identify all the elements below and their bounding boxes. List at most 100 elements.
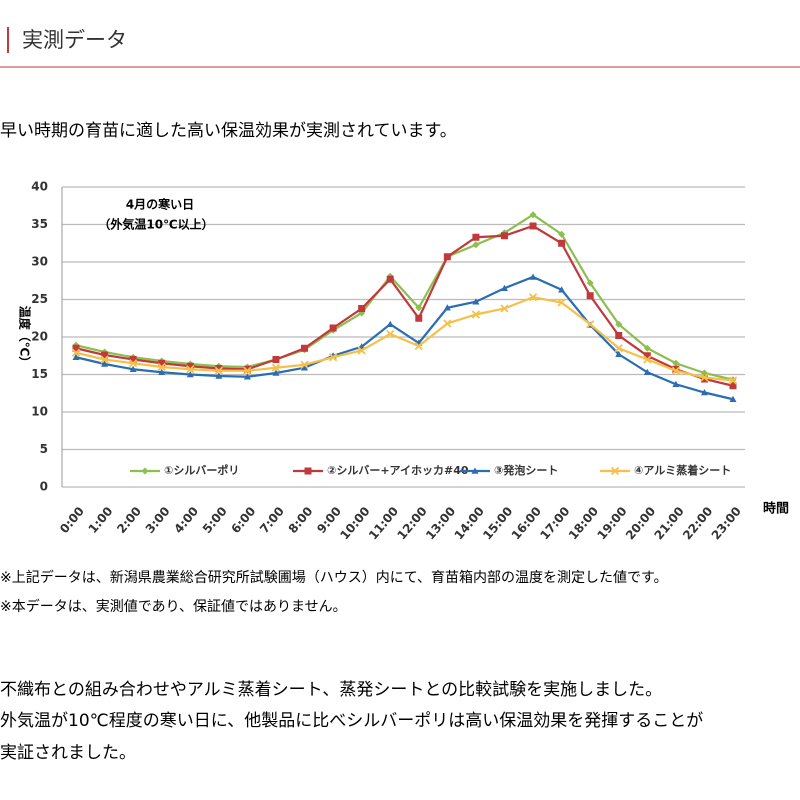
marker	[358, 305, 366, 312]
y-tick-label: 40	[31, 180, 48, 194]
marker	[101, 351, 109, 359]
marker	[672, 380, 680, 388]
marker	[386, 275, 394, 283]
marker	[643, 368, 651, 376]
x-tick-label: 12:00	[394, 504, 429, 542]
marker	[671, 366, 681, 375]
y-tick-label: 35	[31, 217, 48, 231]
marker	[615, 320, 623, 328]
note: ※本データは、実測値であり、保証値ではありません。	[0, 598, 347, 615]
legend-label: ④アルミ蒸着シート	[634, 463, 731, 477]
marker	[386, 320, 394, 328]
x-tick-label: 17:00	[537, 504, 572, 542]
x-tick-label: 23:00	[709, 504, 744, 542]
marker	[100, 355, 109, 364]
marker	[557, 298, 566, 307]
marker	[558, 239, 566, 247]
marker	[128, 359, 138, 368]
marker	[129, 365, 137, 373]
x-tick-label: 14:00	[452, 504, 487, 542]
note: ※上記データは、新潟県農業総合研究所試験圃場（ハウス）内にて、育苗箱内部の温度を…	[0, 569, 668, 586]
x-tick-label: 15:00	[480, 504, 515, 542]
x-tick-label: 0:00	[57, 504, 87, 536]
y-tick-label: 0	[40, 480, 48, 494]
marker	[186, 365, 195, 374]
marker	[329, 324, 337, 332]
marker	[586, 320, 595, 329]
marker	[615, 332, 623, 339]
marker	[529, 273, 537, 280]
marker	[586, 279, 594, 287]
x-tick-label: 5:00	[200, 504, 230, 536]
marker	[528, 293, 538, 302]
marker	[615, 350, 623, 358]
marker	[158, 359, 166, 367]
y-tick-label: 10	[31, 405, 48, 419]
marker	[700, 375, 708, 383]
x-tick-label: 4:00	[171, 504, 201, 536]
marker	[472, 241, 480, 249]
marker	[643, 355, 652, 364]
y-tick-label: 15	[31, 367, 48, 381]
y-tick-label: 25	[31, 292, 48, 306]
marker	[186, 362, 194, 370]
marker	[214, 366, 223, 375]
marker	[72, 344, 80, 352]
series-line	[75, 224, 734, 387]
marker	[500, 284, 508, 292]
header-bar	[7, 27, 9, 53]
marker	[729, 382, 737, 390]
header-title: 実測データ	[22, 28, 127, 52]
marker	[415, 314, 423, 322]
series-line	[75, 296, 734, 382]
marker	[558, 286, 566, 293]
marker	[700, 389, 708, 396]
marker	[301, 344, 309, 352]
x-tick-label: 11:00	[366, 504, 401, 542]
annotation: （外気温10℃以上）	[98, 217, 213, 232]
marker	[243, 373, 251, 380]
x-tick-label: 21:00	[652, 504, 687, 542]
marker	[558, 230, 566, 238]
x-tick-label: 16:00	[509, 504, 544, 542]
legend-marker	[471, 467, 479, 474]
marker	[243, 365, 251, 373]
x-tick-label: 1:00	[86, 504, 116, 536]
x-tick-label: 6:00	[228, 504, 258, 536]
marker	[215, 372, 223, 379]
marker	[672, 365, 680, 373]
legend-label: ③発泡シート	[494, 463, 558, 477]
marker	[186, 371, 194, 378]
marker	[472, 233, 480, 241]
legend-marker	[141, 467, 149, 475]
intro: 早い時期の育苗に適した高い保温効果が実測されています。	[0, 121, 457, 141]
x-tick-label: 2:00	[114, 504, 144, 536]
marker	[643, 352, 651, 360]
marker	[215, 365, 223, 372]
series-line	[75, 275, 734, 401]
x-tick-label: 22:00	[680, 504, 715, 542]
marker	[500, 232, 508, 240]
x-tick-label: 10:00	[337, 504, 372, 542]
y-tick-label: 20	[31, 330, 48, 344]
legend-marker	[610, 466, 620, 476]
marker	[643, 344, 651, 352]
marker	[414, 341, 423, 351]
marker	[243, 366, 252, 375]
marker	[443, 304, 451, 311]
marker	[672, 359, 680, 367]
marker	[328, 353, 338, 362]
marker	[129, 356, 137, 363]
y-tick-label: 5	[40, 442, 48, 456]
annotation: 4月の寒い日	[126, 197, 194, 212]
body-text: 実証されました。	[0, 743, 136, 763]
marker	[101, 360, 109, 367]
marker	[71, 348, 81, 357]
marker	[301, 364, 309, 371]
marker	[728, 376, 738, 385]
x-tick-label: 19:00	[594, 504, 629, 542]
marker	[443, 319, 452, 328]
x-tick-label: 7:00	[257, 504, 287, 536]
x-tick-label: 3:00	[143, 504, 173, 536]
